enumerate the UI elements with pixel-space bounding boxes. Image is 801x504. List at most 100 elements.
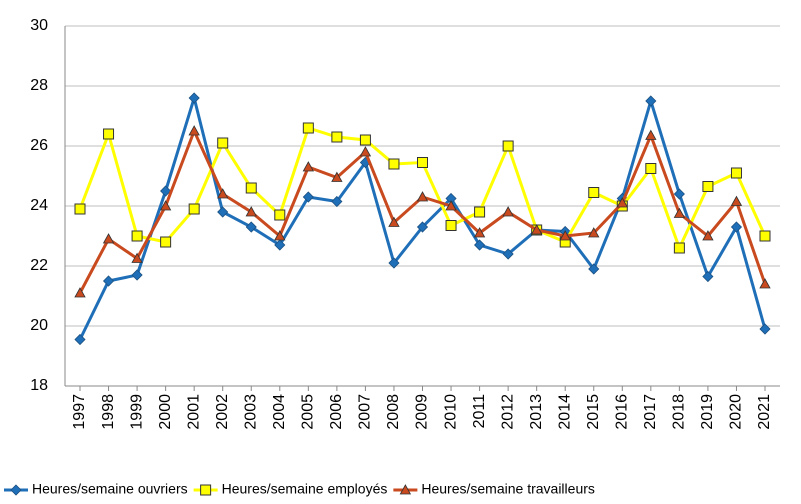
marker [759, 323, 771, 335]
marker [131, 269, 143, 281]
marker [388, 257, 400, 269]
marker [245, 206, 257, 217]
marker [200, 484, 212, 496]
marker [217, 206, 229, 218]
marker [645, 163, 657, 174]
marker [673, 242, 685, 254]
marker [74, 203, 86, 215]
marker [473, 227, 486, 238]
x-tick-label: 2007 [357, 394, 374, 430]
marker [445, 200, 457, 211]
y-tick-label: 22 [30, 257, 48, 274]
marker [359, 134, 371, 146]
marker [188, 203, 200, 215]
y-tick-label: 20 [30, 317, 48, 334]
marker [645, 129, 657, 140]
marker [103, 128, 115, 140]
marker [245, 221, 257, 233]
marker [730, 195, 743, 206]
marker [673, 207, 686, 218]
marker [331, 195, 343, 208]
marker [530, 224, 543, 235]
x-tick-label: 2008 [385, 394, 402, 430]
marker [10, 484, 22, 496]
marker [160, 236, 172, 248]
marker [245, 182, 257, 194]
y-tick-label: 28 [30, 77, 48, 94]
marker [302, 122, 314, 134]
x-tick-label: 2020 [728, 394, 745, 430]
x-tick-label: 2010 [442, 394, 459, 430]
marker [388, 216, 400, 227]
x-tick-label: 2009 [414, 394, 431, 430]
marker [74, 333, 86, 346]
series-line [78, 127, 767, 294]
x-tick-label: 2013 [528, 394, 545, 430]
marker [502, 206, 514, 217]
marker [302, 191, 314, 203]
marker [730, 167, 742, 179]
y-tick-label: 18 [30, 377, 48, 394]
marker [559, 230, 571, 241]
marker [702, 270, 714, 283]
x-tick-label: 2004 [271, 394, 288, 430]
marker [645, 95, 657, 107]
legend-label: Heures/semaine employés [222, 481, 388, 497]
marker [188, 92, 200, 104]
marker [160, 185, 172, 197]
marker [759, 230, 771, 242]
marker [388, 158, 400, 170]
marker [74, 287, 86, 298]
legend-label: Heures/semaine travailleurs [421, 481, 595, 497]
x-tick-label: 2011 [471, 394, 488, 429]
marker [331, 171, 343, 182]
x-tick-label: 2015 [585, 394, 602, 430]
x-tick-label: 2012 [499, 394, 516, 430]
x-tick-label: 2018 [671, 394, 688, 430]
legend-item: Heures/semaine travailleurs [393, 481, 595, 497]
x-tick-label: 2021 [756, 394, 773, 430]
y-tick-label: 24 [30, 197, 48, 214]
x-tick-label: 2006 [328, 394, 345, 430]
series [74, 92, 771, 346]
marker [217, 188, 229, 199]
x-tick-label: 1997 [71, 394, 88, 430]
marker [131, 252, 143, 263]
marker [302, 161, 315, 172]
x-tick-label: 2014 [556, 394, 573, 430]
x-tick-label: 2000 [157, 394, 174, 430]
legend-item: Heures/semaine employés [193, 481, 388, 497]
x-tick-label: 2019 [699, 394, 716, 430]
marker [274, 239, 286, 251]
marker [188, 125, 200, 136]
x-tick-label: 2005 [300, 394, 317, 430]
marker [759, 278, 771, 289]
y-tick-label: 30 [30, 17, 48, 34]
x-tick-label: 2002 [214, 394, 231, 430]
marker [502, 140, 514, 152]
x-tick-label: 2001 [185, 394, 202, 430]
marker [102, 275, 115, 287]
marker [502, 248, 514, 260]
legend-label: Heures/semaine ouvriers [32, 481, 188, 497]
marker [702, 181, 714, 192]
marker [417, 157, 428, 168]
marker [274, 209, 286, 221]
marker [474, 206, 486, 218]
x-tick-label: 1998 [100, 394, 117, 430]
marker [588, 263, 600, 275]
series [74, 125, 771, 298]
y-tick-label: 26 [30, 137, 48, 154]
marker [102, 233, 115, 244]
marker [416, 221, 429, 233]
marker [445, 220, 457, 231]
marker [399, 484, 412, 495]
marker [274, 230, 286, 241]
marker [474, 239, 486, 251]
x-tick-label: 2016 [614, 394, 631, 430]
marker [588, 227, 600, 238]
marker [131, 230, 143, 242]
marker [702, 230, 714, 241]
